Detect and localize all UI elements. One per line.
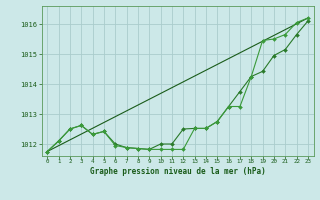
X-axis label: Graphe pression niveau de la mer (hPa): Graphe pression niveau de la mer (hPa)	[90, 167, 266, 176]
